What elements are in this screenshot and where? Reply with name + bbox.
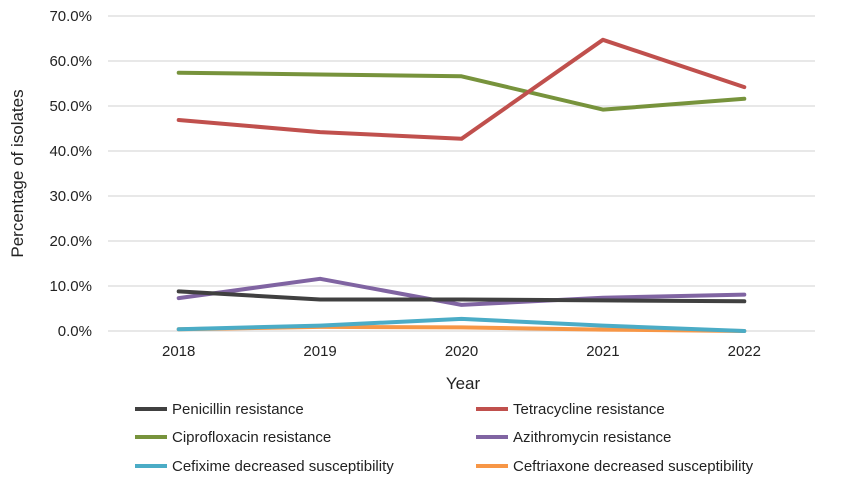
y-tick-label: 70.0% bbox=[49, 8, 92, 25]
legend-label: Azithromycin resistance bbox=[513, 429, 671, 446]
y-tick-label: 30.0% bbox=[49, 188, 92, 205]
y-axis-title: Percentage of isolates bbox=[8, 89, 27, 257]
legend: Penicillin resistance Tetracycline resist… bbox=[135, 401, 754, 475]
legend-label: Ceftriaxone decreased susceptibility bbox=[513, 458, 754, 475]
y-tick-label: 40.0% bbox=[49, 143, 92, 160]
y-tick-label: 50.0% bbox=[49, 98, 92, 115]
x-axis-ticks: 2018 2019 2020 2021 2022 bbox=[162, 343, 761, 360]
y-axis-ticks: 0.0% 10.0% 20.0% 30.0% 40.0% 50.0% 60.0% 70.0% bbox=[49, 8, 92, 340]
legend-label: Ciprofloxacin resistance bbox=[172, 429, 331, 446]
series-line-tetracycline-resistance bbox=[176, 37, 747, 141]
x-tick-label: 2022 bbox=[728, 343, 761, 360]
series-line-penicillin-resistance bbox=[176, 289, 747, 304]
series-line-azithromycin-resistance bbox=[176, 276, 747, 307]
legend-label: Penicillin resistance bbox=[172, 401, 304, 418]
y-tick-label: 20.0% bbox=[49, 233, 92, 250]
legend-label: Tetracycline resistance bbox=[513, 401, 665, 418]
x-axis-title: Year bbox=[446, 374, 481, 393]
x-tick-label: 2020 bbox=[445, 343, 478, 360]
gridlines bbox=[108, 15, 815, 332]
x-tick-label: 2021 bbox=[586, 343, 619, 360]
x-tick-label: 2019 bbox=[303, 343, 336, 360]
x-tick-label: 2018 bbox=[162, 343, 195, 360]
legend-label: Cefixime decreased susceptibility bbox=[172, 458, 394, 475]
y-tick-label: 60.0% bbox=[49, 53, 92, 70]
y-tick-label: 0.0% bbox=[58, 323, 92, 340]
series-lines bbox=[176, 37, 747, 333]
series-line-ciprofloxacin-resistance bbox=[176, 70, 747, 112]
series-line-cefixime-decreased-susceptibility bbox=[176, 316, 747, 333]
y-tick-label: 10.0% bbox=[49, 278, 92, 295]
